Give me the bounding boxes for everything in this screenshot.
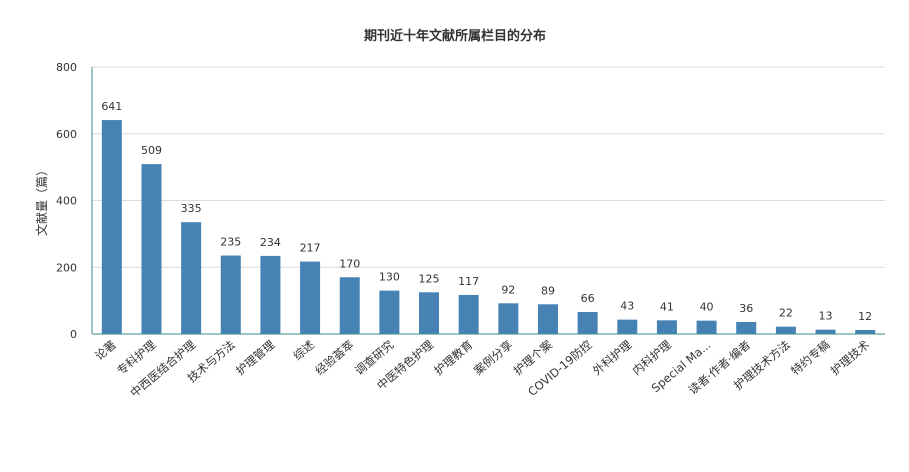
bar: [101, 120, 122, 334]
data-label: 43: [620, 300, 634, 313]
bar: [736, 321, 757, 334]
bar: [339, 277, 360, 334]
bar: [498, 303, 519, 334]
data-label: 36: [739, 302, 753, 315]
bar: [458, 294, 479, 334]
data-label: 117: [458, 275, 479, 288]
data-label: 22: [779, 307, 793, 320]
chart-title: 期刊近十年文献所属栏目的分布: [364, 28, 546, 44]
y-tick-label: 800: [56, 61, 77, 74]
data-labels: 641 509 335 235 234 217 170 130 125 117 92 89 66 43 41…: [101, 100, 872, 323]
x-tick-label: 外科护理: [590, 337, 635, 378]
x-tick-label: 案例分享: [471, 338, 515, 378]
bar: [537, 304, 558, 334]
y-axis-ticks: 0 200 400 600 800: [56, 61, 77, 341]
bar: [260, 255, 281, 334]
data-label: 89: [541, 284, 555, 297]
bar: [220, 255, 241, 334]
data-label: 125: [419, 272, 440, 285]
x-tick-label: 综述: [290, 337, 317, 363]
bar: [656, 320, 677, 334]
bar: [419, 292, 440, 334]
y-axis-label: 文献量（篇）: [34, 164, 49, 236]
x-tick-label: 经验荟萃: [312, 338, 356, 378]
data-label: 335: [181, 202, 202, 215]
x-tick-label: 特约专稿: [788, 338, 832, 378]
data-label: 41: [660, 300, 674, 313]
x-tick-label: 论著: [92, 338, 119, 364]
bar: [696, 320, 717, 334]
bars: [101, 120, 876, 334]
data-label: 12: [858, 310, 872, 323]
y-tick-label: 600: [56, 128, 77, 141]
grid-lines: [92, 66, 885, 268]
bar: [617, 319, 638, 334]
data-label: 92: [501, 283, 515, 296]
data-label: 13: [819, 310, 833, 323]
data-label: 66: [581, 292, 595, 305]
bar: [379, 290, 400, 334]
x-tick-label: 护理技术: [828, 337, 873, 378]
bar: [815, 329, 836, 334]
data-label: 641: [101, 100, 122, 113]
bar: [855, 329, 876, 334]
data-label: 170: [339, 257, 360, 270]
data-label: 40: [700, 301, 714, 314]
y-tick-label: 200: [56, 261, 77, 274]
x-tick-label: 护理教育: [431, 338, 475, 378]
data-label: 217: [300, 242, 321, 255]
bar: [181, 222, 202, 334]
data-label: 234: [260, 236, 281, 249]
data-label: 130: [379, 271, 400, 284]
bar: [775, 326, 796, 334]
data-label: 509: [141, 144, 162, 157]
y-tick-label: 0: [70, 328, 77, 341]
bar: [577, 311, 598, 334]
x-tick-label: 护理管理: [233, 337, 278, 378]
data-label: 235: [220, 236, 241, 249]
bar: [300, 261, 321, 334]
bar: [141, 164, 162, 334]
y-tick-label: 400: [56, 195, 77, 208]
